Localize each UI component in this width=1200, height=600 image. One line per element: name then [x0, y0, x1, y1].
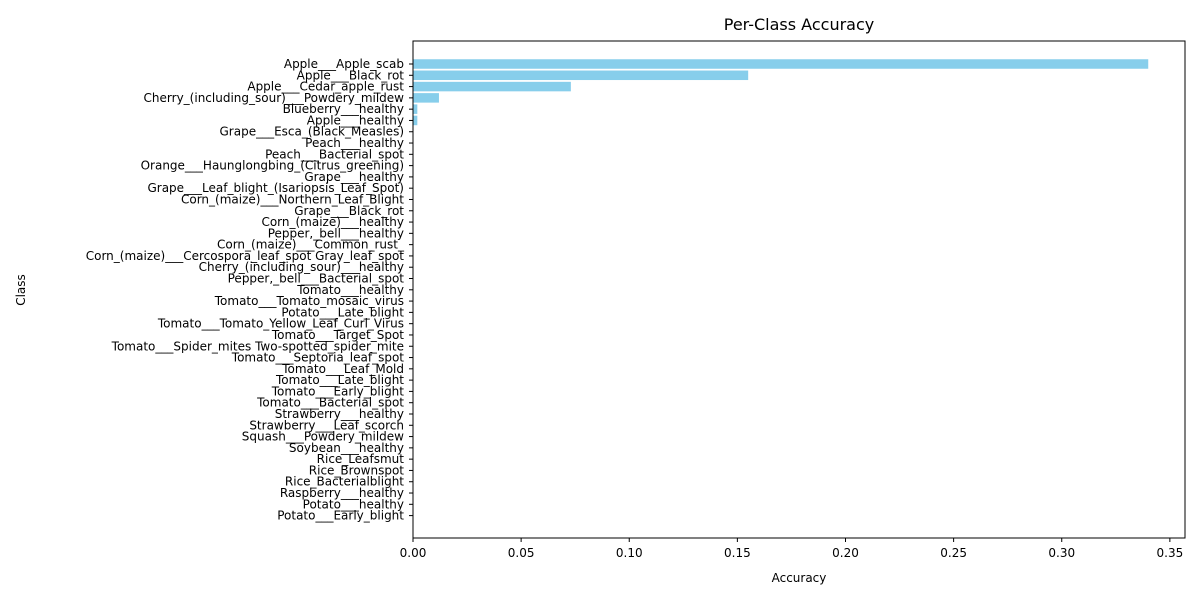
y-tick-label: Strawberry___Leaf_scorch [249, 418, 404, 432]
y-tick-label: Rice_Brownspot [309, 463, 405, 477]
bar [413, 115, 418, 126]
bar [413, 70, 749, 81]
y-tick-label: Tomato___Target_Spot [271, 328, 404, 342]
y-tick-label: Potato___Late_blight [281, 305, 404, 319]
y-tick-label: Peach___Bacterial_spot [265, 147, 404, 161]
y-tick-label: Tomato___healthy [296, 283, 404, 297]
chart-title: Per-Class Accuracy [724, 15, 874, 34]
y-tick-label: Apple___Apple_scab [284, 57, 404, 71]
y-tick-label: Strawberry___healthy [275, 407, 404, 421]
y-tick-label: Tomato___Late_blight [275, 373, 404, 387]
y-tick-label: Cherry_(including_sour)___healthy [199, 260, 404, 274]
y-tick-label: Grape___healthy [304, 170, 404, 184]
y-tick-label: Tomato___Early_blight [271, 384, 405, 398]
x-axis-ticks: 0.00 0.05 0.10 0.15 0.20 0.25 0.30 0.35 [400, 538, 1184, 560]
x-axis-label: Accuracy [772, 571, 827, 585]
y-tick-label: Cherry_(including_sour)___Powdery_mildew [144, 91, 405, 105]
x-tick-label: 0.30 [1048, 546, 1075, 560]
bar [413, 93, 439, 103]
x-tick-label: 0.35 [1157, 546, 1184, 560]
y-tick-label: Corn_(maize)___Northern_Leaf_Blight [181, 192, 404, 206]
x-tick-label: 0.10 [616, 546, 643, 560]
y-tick-label: Grape___Leaf_blight_(Isariopsis_Leaf_Spo… [147, 181, 404, 195]
x-tick-label: 0.20 [832, 546, 859, 560]
y-tick-label: Tomato___Tomato_Yellow_Leaf_Curl_Virus [157, 317, 404, 331]
x-tick-label: 0.25 [940, 546, 967, 560]
y-tick-label: Grape___Black_rot [294, 204, 404, 218]
y-tick-label: Pepper,_bell___healthy [268, 226, 404, 240]
bar [413, 104, 418, 114]
y-tick-label: Pepper,_bell___Bacterial_spot [228, 272, 405, 286]
y-tick-label: Soybean___healthy [289, 441, 404, 455]
y-tick-label: Corn_(maize)___Common_rust_ [217, 238, 405, 252]
y-tick-label: Orange___Haunglongbing_(Citrus_greening) [141, 159, 404, 173]
y-tick-label: Potato___healthy [303, 497, 404, 511]
x-tick-label: 0.05 [508, 546, 535, 560]
y-tick-label: Tomato___Tomato_mosaic_virus [214, 294, 404, 308]
y-tick-label: Peach___healthy [305, 136, 404, 150]
y-tick-label: Tomato___Bacterial_spot [256, 396, 404, 410]
y-tick-label: Rice_Leafsmut [317, 452, 405, 466]
plot-frame [412, 40, 1186, 539]
y-tick-label: Corn_(maize)___Cercospora_leaf_spot Gray… [86, 249, 405, 263]
y-tick-label: Corn_(maize)___healthy [261, 215, 404, 229]
bars-layer [413, 59, 1149, 126]
y-tick-label: Grape___Esca_(Black_Measles) [219, 125, 404, 139]
y-tick-label: Raspberry___healthy [280, 486, 404, 500]
y-axis-label: Class [14, 274, 28, 306]
y-tick-label: Rice_Bacterialblight [285, 475, 404, 489]
x-tick-label: 0.00 [400, 546, 427, 560]
y-tick-label: Potato___Early_blight [277, 509, 404, 523]
x-tick-label: 0.15 [724, 546, 751, 560]
bar [413, 59, 1149, 69]
y-tick-label: Tomato___Septoria_leaf_spot [231, 351, 405, 365]
y-tick-label: Tomato___Spider_mites Two-spotted_spider… [111, 339, 404, 353]
y-tick-label: Apple___Cedar_apple_rust [247, 80, 404, 94]
y-tick-label: Squash___Powdery_mildew [242, 430, 404, 444]
bar [413, 81, 571, 92]
y-tick-label: Apple___healthy [307, 113, 404, 127]
y-tick-label: Apple___Black_rot [297, 68, 405, 82]
y-tick-label: Blueberry___healthy [283, 102, 404, 116]
y-tick-label: Tomato___Leaf_Mold [281, 362, 404, 376]
y-axis-ticks: Apple___Apple_scabApple___Black_rotApple… [86, 57, 413, 523]
